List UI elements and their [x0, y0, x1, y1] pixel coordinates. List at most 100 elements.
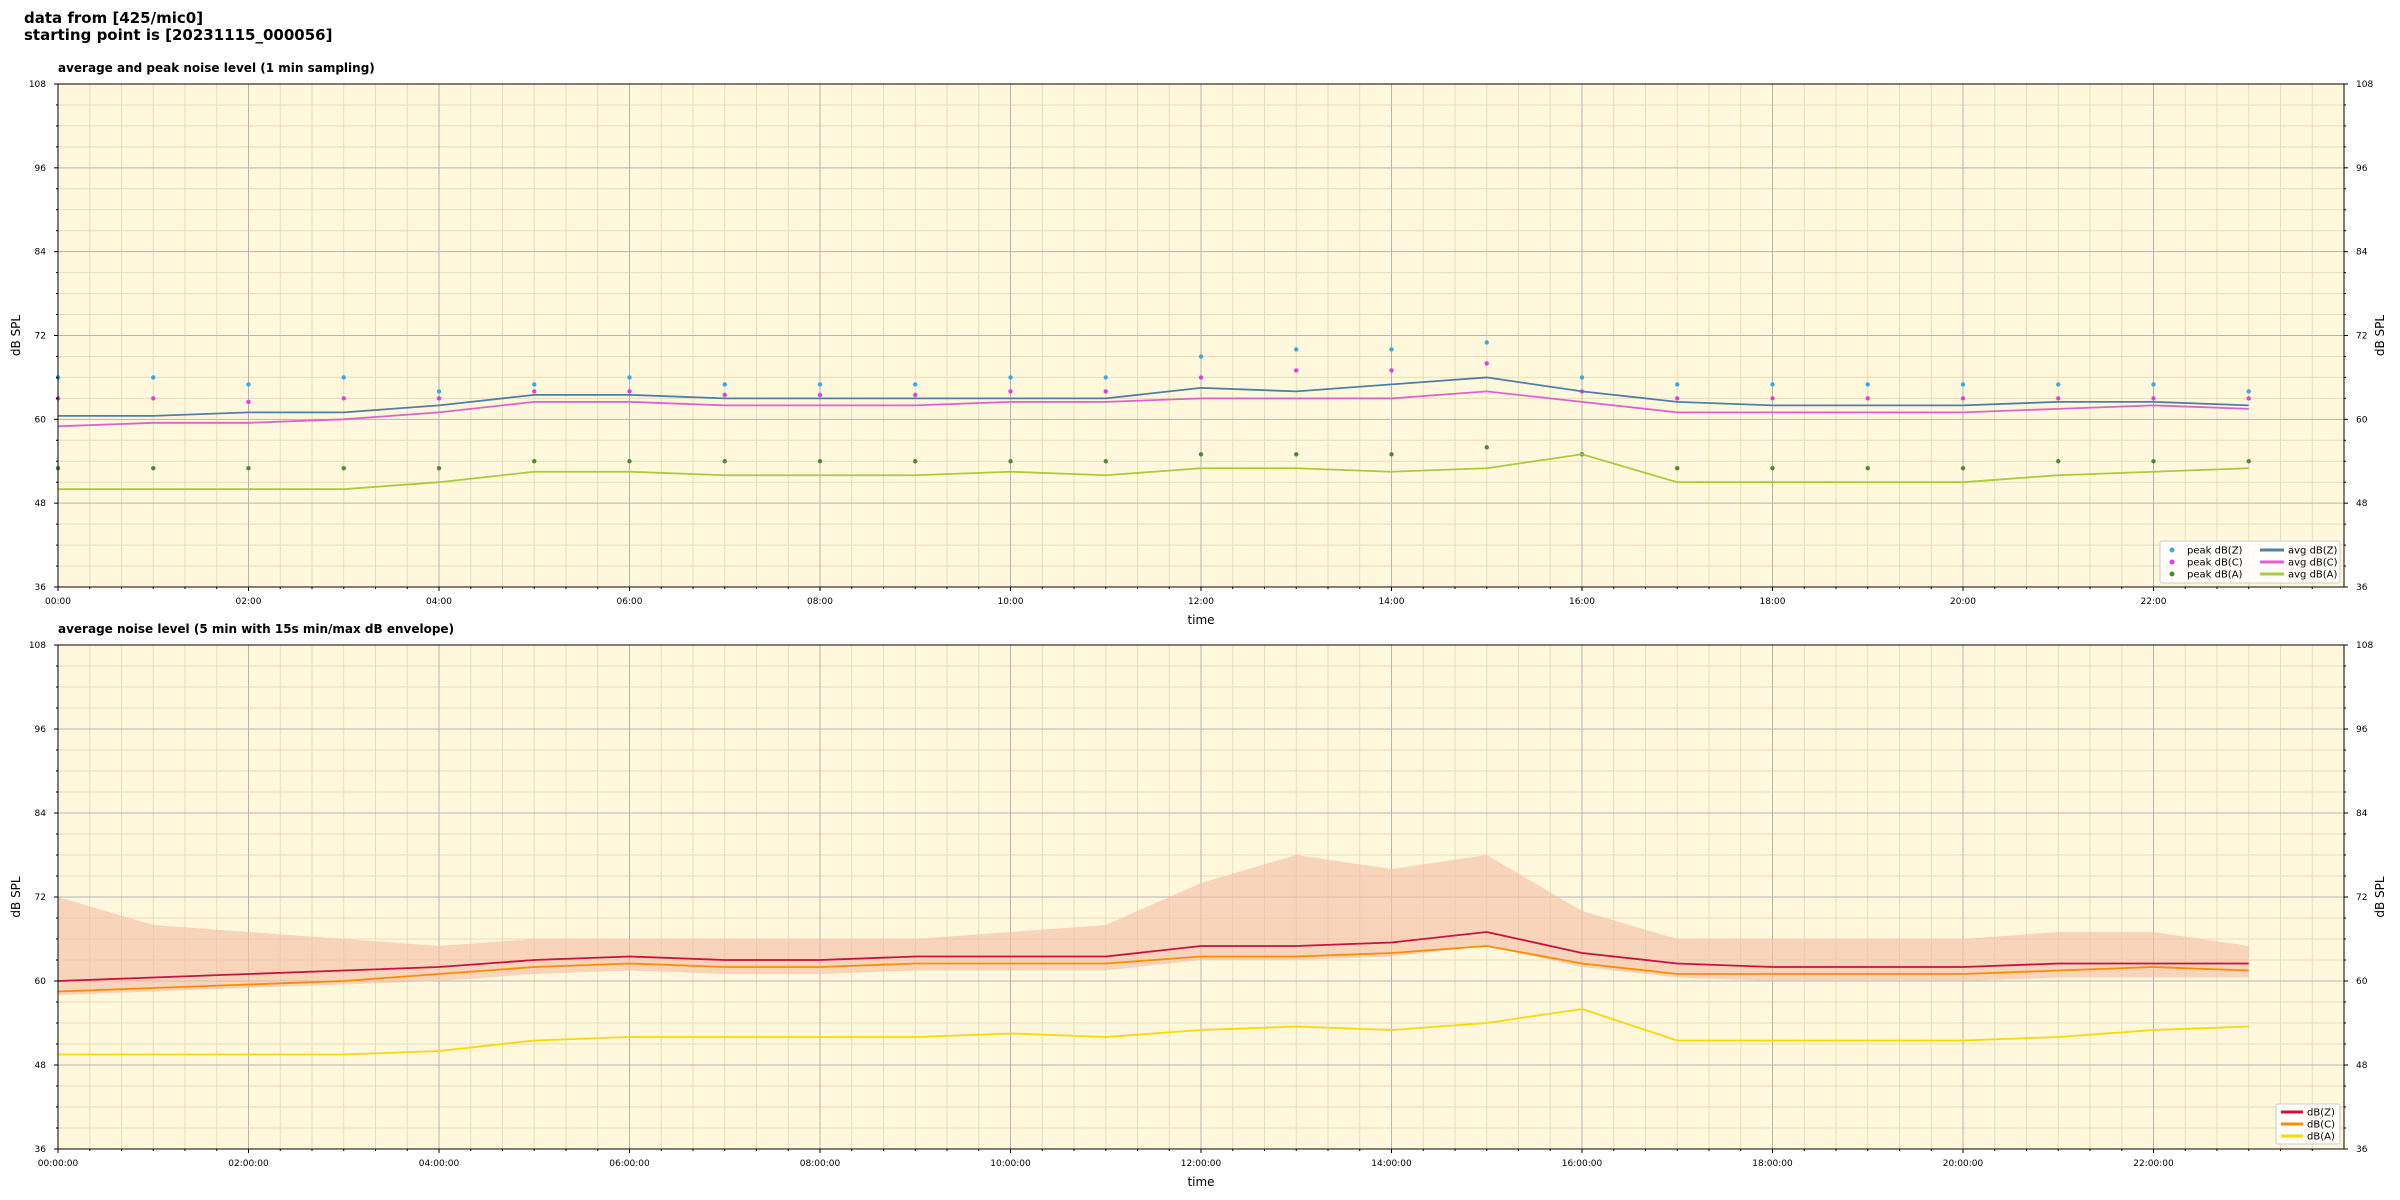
panel1-ylabel-left: dB SPL	[9, 315, 23, 357]
panel1-peak-point	[1198, 354, 1204, 359]
panel1-peak-point	[2246, 459, 2251, 464]
panel2-line-dbz	[57, 931, 2249, 982]
panel1-peak-point	[1579, 375, 1585, 380]
panel1-peak-point	[2151, 459, 2156, 464]
panel1-legend-label: avg dB(Z)	[2288, 546, 2338, 557]
panel1-xtick-label: 16:00	[1569, 597, 1595, 607]
panel2-xtick-label: 02:00:00	[228, 1159, 269, 1169]
panel1-peak-point	[1008, 459, 1013, 464]
panel1-peak-point	[1103, 389, 1108, 394]
panel2-xtick-label: 10:00:00	[990, 1159, 1031, 1169]
panel1-peak-point	[722, 459, 727, 464]
panel1-title: average and peak noise level (1 min samp…	[58, 61, 375, 75]
panel1-ytick-label-right: 108	[2356, 80, 2373, 90]
panel1-ytick-label-right: 84	[2356, 248, 2368, 258]
panel2-ytick-label-left: 108	[29, 641, 46, 651]
panel2-ytick-label-left: 84	[35, 809, 47, 819]
panel1-peak-point	[1960, 466, 1966, 471]
panel1-peak-point	[1865, 396, 1870, 401]
panel1-peak-point	[1294, 452, 1299, 457]
panel2-legend-box	[2275, 1103, 2341, 1145]
panel1-peak-point	[1960, 396, 1966, 401]
panel2-minmax-envelope	[58, 855, 2249, 995]
panel1-peak-point	[532, 389, 537, 394]
panel2-xtick-label: 14:00:00	[1371, 1159, 1412, 1169]
panel1-peak-point	[2151, 396, 2156, 401]
figure-header: data from [425/mic0] starting point is […	[24, 10, 332, 44]
panel1-ylabel-right: dB SPL	[2373, 315, 2387, 357]
panel1-xtick-label: 00:00	[45, 597, 71, 607]
panel1-peak-point	[532, 459, 537, 464]
panel1-ytick-label-right: 72	[2356, 332, 2367, 342]
panel1-peak-point	[1770, 396, 1775, 401]
panel1-peak-point	[817, 392, 823, 398]
panel1-xtick-label: 20:00	[1950, 597, 1976, 607]
panel1-ytick-label-left: 60	[35, 415, 47, 425]
panel1-legend-label: peak dB(A)	[2187, 570, 2243, 581]
source-label: data from [425/mic0]	[24, 9, 204, 27]
panel1-legend-marker	[2169, 559, 2175, 565]
panel2-ytick-label-right: 108	[2356, 641, 2373, 651]
panel2-ytick-label-left: 60	[35, 977, 47, 987]
panel1-xlabel: time	[1187, 613, 1214, 627]
panel1-peak-point	[1103, 459, 1108, 464]
panel2-legend-label: dB(C)	[2307, 1120, 2335, 1131]
panel2-xtick-label: 18:00:00	[1752, 1159, 1793, 1169]
panel1-peak-point	[817, 459, 823, 464]
panel1-series-peakdbz	[55, 340, 2251, 394]
panel1-peak-point	[1198, 375, 1204, 380]
panel1-line-avgdbc	[57, 390, 2249, 428]
panel1-peak-point	[1389, 368, 1394, 373]
panel1-peak-point	[1389, 452, 1394, 457]
panel1-peak-point	[151, 396, 156, 401]
panel1-peak-point	[722, 382, 727, 387]
panel1-legend-label: peak dB(C)	[2187, 558, 2243, 569]
panel1-peak-point	[1484, 445, 1489, 450]
panel1-peak-point	[1103, 375, 1108, 380]
panel2-ytick-label-left: 96	[35, 725, 47, 735]
panel1-xtick-label: 12:00	[1188, 597, 1214, 607]
panel2-xtick-label: 12:00:00	[1181, 1159, 1222, 1169]
panel1-legend-label: avg dB(A)	[2288, 570, 2338, 581]
panel1-peak-point	[1865, 466, 1870, 471]
panel1-series-peakdbc	[55, 361, 2251, 405]
panel1-peak-point	[2056, 459, 2061, 464]
panel1-peak-point	[1484, 340, 1489, 345]
panel1-legend-label: peak dB(Z)	[2187, 546, 2243, 557]
panel1-xtick-label: 18:00	[1760, 597, 1786, 607]
panel1-peak-point	[913, 459, 918, 464]
panel1-peak-point	[341, 466, 346, 471]
panel1-peak-point	[436, 396, 442, 401]
panel2-ytick-label-right: 84	[2356, 809, 2368, 819]
panel1-peak-point	[246, 466, 251, 471]
panel1-peak-point	[1389, 347, 1394, 352]
panel2-ytick-label-right: 48	[2356, 1061, 2368, 1071]
panel1-peak-point	[1294, 347, 1299, 352]
panel2-ytick-label-left: 72	[35, 893, 46, 903]
panel1-legend-marker	[2169, 571, 2175, 577]
panel1-xtick-label: 14:00	[1379, 597, 1405, 607]
panel1-ytick-label-left: 72	[35, 332, 46, 342]
panel1-xtick-label: 06:00	[617, 597, 643, 607]
panel1-peak-point	[436, 466, 442, 471]
panel1-peak-point	[1675, 396, 1680, 401]
panel1-ytick-label-right: 60	[2356, 415, 2368, 425]
panel2-xlabel: time	[1187, 1175, 1214, 1189]
panel2-ytick-label-right: 72	[2356, 893, 2367, 903]
panel1-ytick-label-right: 48	[2356, 499, 2368, 509]
panel1-xtick-label: 10:00	[998, 597, 1024, 607]
panel1-peak-point	[2056, 396, 2061, 401]
panel1-ytick-label-left: 96	[35, 164, 47, 174]
panel1-peak-point	[1294, 368, 1299, 373]
panel2-line-dba	[58, 1008, 2249, 1056]
panel2-xtick-label: 04:00:00	[419, 1159, 460, 1169]
panel1-peak-point	[817, 382, 823, 387]
panel1-ytick-label-left: 36	[35, 583, 47, 593]
panel1-peak-point	[913, 382, 918, 387]
panel1-peak-point	[2056, 382, 2061, 387]
panel1-ytick-label-left: 48	[35, 499, 47, 509]
panel1-peak-point	[436, 389, 442, 394]
panel1-xtick-label: 02:00	[236, 597, 262, 607]
panel2-xtick-label: 00:00:00	[38, 1159, 79, 1169]
